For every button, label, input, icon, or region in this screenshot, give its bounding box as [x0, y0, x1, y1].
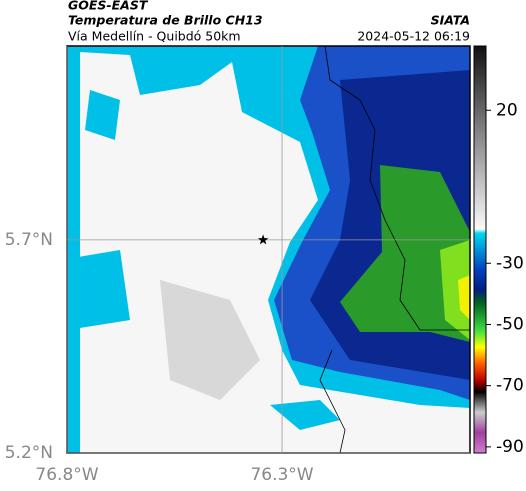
colorbar-tick-label: -50	[496, 314, 524, 334]
source: SIATA	[431, 13, 470, 28]
timestamp: 2024-05-12 06:19	[357, 29, 470, 44]
title: GOES-EAST	[68, 0, 149, 13]
y-tick-label: 5.2°N	[5, 443, 53, 463]
colorbar-tick-label: 20	[496, 100, 518, 120]
colorbar-tick-label: -30	[496, 253, 524, 273]
colorbar	[473, 45, 487, 454]
y-tick-label: 5.7°N	[5, 230, 53, 250]
satellite-image	[67, 46, 470, 453]
subtitle: Temperatura de Brillo CH13	[68, 13, 263, 28]
colorbar-tick-label: -70	[496, 376, 524, 396]
colorbar-tick-label: -90	[496, 437, 524, 457]
x-tick-label: 76.8°W	[35, 465, 98, 485]
route: Vía Medellín - Quibdó 50km	[68, 29, 241, 44]
x-tick-label: 76.3°W	[250, 465, 313, 485]
location-marker	[257, 234, 269, 245]
